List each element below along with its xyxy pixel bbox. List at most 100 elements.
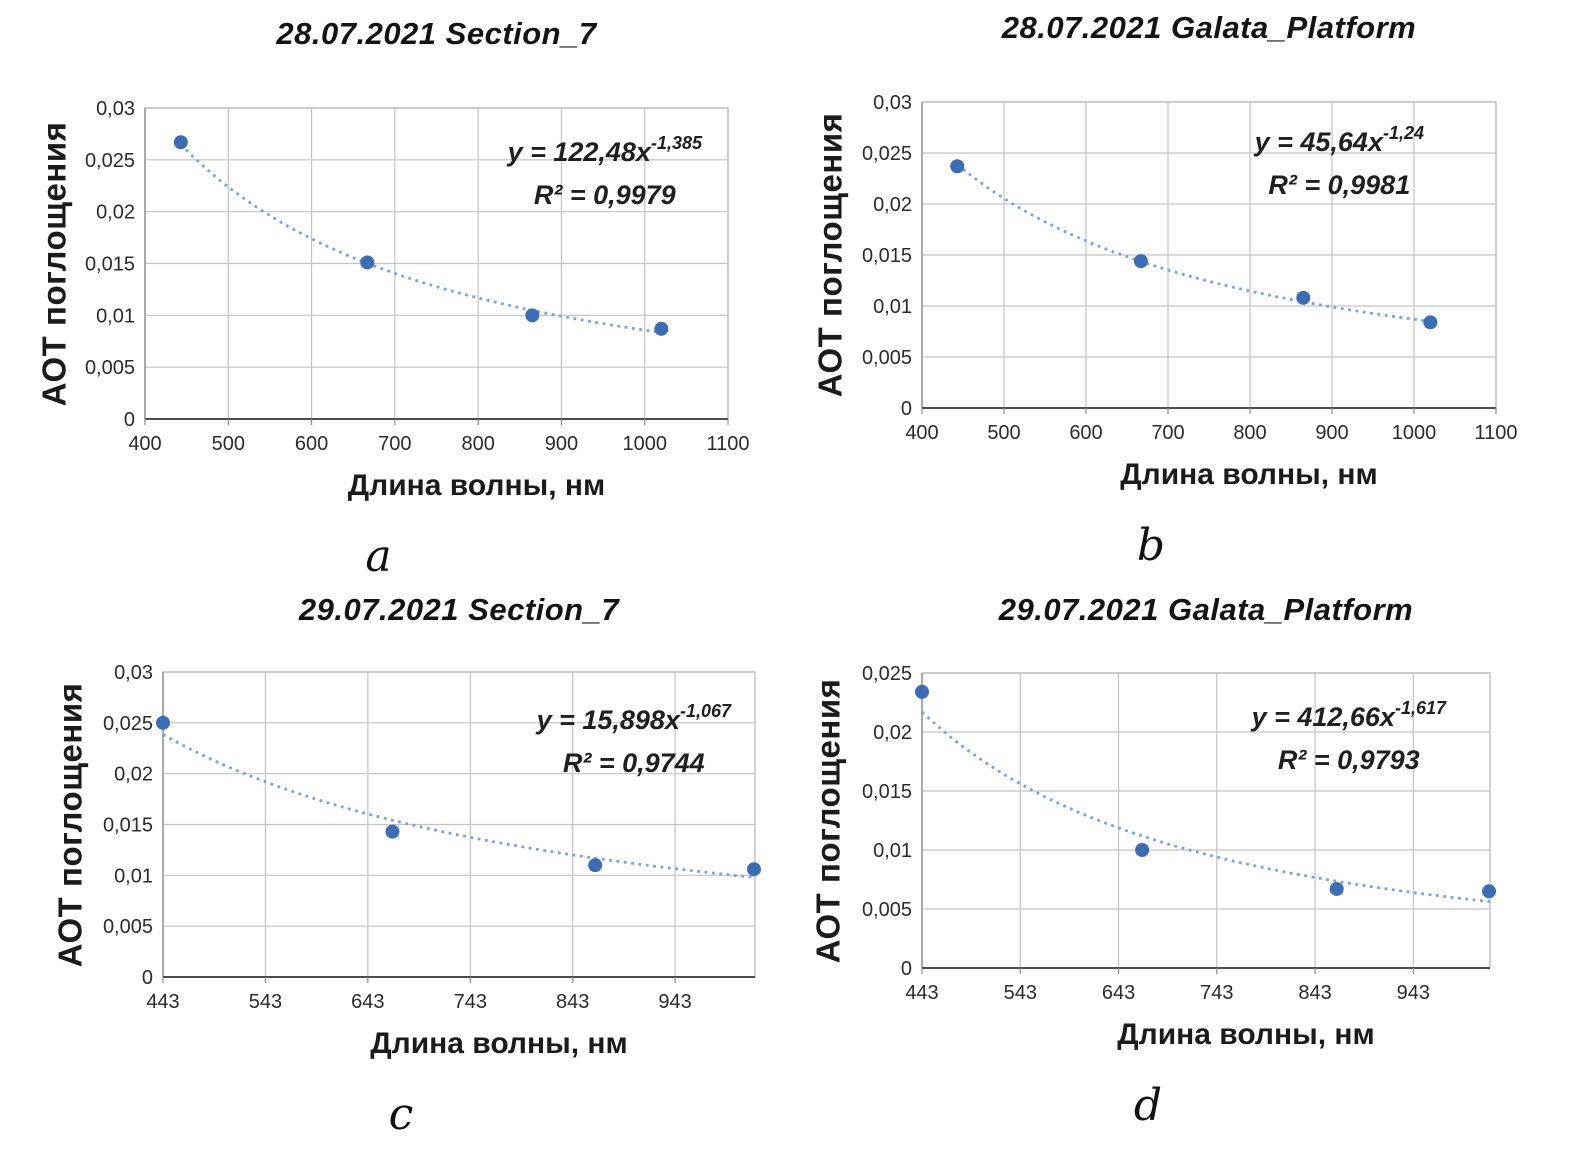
figure-letter: d	[1133, 1080, 1163, 1131]
x-tick-label: 400	[128, 433, 161, 455]
x-tick-label: 600	[1069, 422, 1102, 444]
x-tick-label: 743	[454, 991, 487, 1013]
x-axis-title: Длина волны, нм	[1117, 1018, 1375, 1051]
y-tick-label: 0,005	[862, 899, 912, 921]
chart-a: 28.07.2021 Section_7 АОТ поглощения 0 0,0…	[0, 0, 796, 582]
y-tick-label: 0,015	[103, 815, 153, 837]
x-tick-label: 643	[1102, 982, 1135, 1004]
y-tick-label: 0,025	[85, 150, 135, 172]
data-point	[1423, 315, 1438, 330]
equation-line: y = 15,898x-1,067	[537, 692, 731, 742]
x-tick-label: 643	[351, 991, 384, 1013]
y-tick-label: 0,015	[862, 245, 912, 267]
y-tick-label: 0,02	[873, 722, 912, 744]
data-point	[588, 858, 603, 873]
x-tick-label: 943	[658, 991, 691, 1013]
data-point	[156, 715, 170, 730]
trendline-equation: y = 15,898x-1,067 R² = 0,9744	[537, 692, 731, 785]
y-tick-label: 0,01	[873, 296, 912, 318]
y-tick-label: 0,015	[862, 781, 912, 803]
x-tick-label: 700	[378, 433, 411, 455]
x-tick-label: 400	[905, 422, 938, 444]
plot-area: 0 0,005 0,01 0,015 0,02 0,025 0,03 400 500 600 700…	[85, 98, 750, 455]
figure-letter: a	[365, 531, 392, 582]
x-tick-label: 500	[212, 433, 245, 455]
plot-area: 0 0,005 0,01 0,015 0,02 0,025 443 543 643 743 843 9…	[862, 663, 1497, 1004]
y-tick-label: 0,01	[96, 305, 135, 327]
x-tick-label: 900	[545, 433, 578, 455]
data-point	[746, 862, 761, 877]
trendline-equation: y = 45,64x-1,24 R² = 0,9981	[1255, 114, 1424, 207]
x-tick-label: 443	[146, 991, 179, 1013]
y-tick-label: 0,02	[114, 764, 153, 786]
x-axis-title: Длина волны, нм	[347, 469, 606, 502]
equation-base: y = 412,66x	[1251, 702, 1395, 732]
equation-exponent: -1,385	[650, 133, 702, 153]
equation-line: y = 412,66x-1,617	[1252, 689, 1446, 739]
data-point	[1296, 290, 1311, 305]
y-tick-label: 0,015	[85, 254, 135, 276]
data-point	[525, 308, 540, 323]
y-tick-label: 0,025	[862, 663, 912, 685]
figure-letter: c	[388, 1089, 414, 1140]
chart-title: 29.07.2021 Galata_Platform	[998, 592, 1414, 627]
x-tick-label: 1000	[622, 433, 667, 455]
trendline-equation: y = 122,48x-1,385 R² = 0,9979	[508, 124, 702, 217]
x-tick-label: 843	[556, 991, 589, 1013]
x-axis-title: Длина волны, нм	[370, 1027, 628, 1060]
x-tick-label: 600	[295, 433, 328, 455]
y-tick-label: 0	[142, 967, 153, 989]
data-point	[1135, 843, 1150, 857]
x-tick-label: 543	[249, 991, 282, 1013]
y-tick-label: 0,03	[873, 92, 912, 114]
chart-c: 29.07.2021 Section_7 АОТ поглощения 0 0,0…	[0, 578, 796, 1156]
equation-exponent: -1,067	[679, 701, 731, 721]
y-tick-label: 0,005	[103, 916, 153, 938]
equation-base: y = 15,898x	[536, 705, 680, 735]
plot-area: 0 0,005 0,01 0,015 0,02 0,025 0,03 400 500 600 700…	[862, 92, 1518, 444]
y-tick-label: 0	[901, 958, 912, 980]
y-tick-label: 0,02	[96, 202, 135, 224]
y-tick-label: 0,01	[873, 840, 912, 862]
y-tick-label: 0,005	[862, 347, 912, 369]
y-tick-label: 0,02	[873, 194, 912, 216]
equation-exponent: -1,617	[1394, 698, 1446, 718]
y-tick-label: 0	[124, 409, 135, 431]
x-tick-label: 800	[1233, 422, 1266, 444]
data-point	[654, 321, 669, 336]
equation-line: y = 122,48x-1,385	[508, 124, 702, 174]
y-tick-label: 0	[901, 398, 912, 420]
x-tick-label: 800	[461, 433, 494, 455]
y-tick-label: 0,025	[862, 143, 912, 165]
x-tick-label: 1100	[1474, 422, 1517, 444]
r-squared: R² = 0,9981	[1268, 170, 1411, 200]
figure-letter: b	[1136, 520, 1166, 571]
y-tick-label: 0,005	[85, 357, 135, 379]
chart-title: 28.07.2021 Section_7	[276, 16, 597, 51]
data-point	[1133, 254, 1148, 269]
data-point	[360, 255, 375, 270]
data-point	[915, 684, 929, 699]
r-squared: R² = 0,9793	[1277, 745, 1420, 775]
data-point	[1329, 881, 1344, 896]
data-point	[950, 159, 965, 174]
equation-exponent: -1,24	[1382, 123, 1424, 143]
x-tick-label: 743	[1200, 982, 1233, 1004]
y-tick-label: 0,03	[96, 98, 135, 120]
x-tick-label: 700	[1151, 422, 1184, 444]
data-point	[385, 824, 400, 839]
trendline	[179, 143, 662, 334]
r-squared: R² = 0,9979	[533, 180, 676, 210]
x-tick-label: 443	[905, 982, 938, 1004]
chart-title: 29.07.2021 Section_7	[298, 592, 620, 627]
x-tick-label: 900	[1315, 422, 1348, 444]
plot-area: 0 0,005 0,01 0,015 0,02 0,025 0,03 443 543 643 743…	[103, 662, 761, 1013]
data-point	[173, 135, 188, 150]
x-tick-label: 543	[1004, 982, 1037, 1004]
equation-line: y = 45,64x-1,24	[1255, 114, 1424, 164]
chart-d: 29.07.2021 Galata_Platform АОТ поглощени…	[796, 578, 1592, 1156]
equation-base: y = 122,48x	[507, 137, 651, 167]
x-axis-title: Длина волны, нм	[1120, 458, 1378, 491]
trendline-equation: y = 412,66x-1,617 R² = 0,9793	[1252, 689, 1446, 782]
